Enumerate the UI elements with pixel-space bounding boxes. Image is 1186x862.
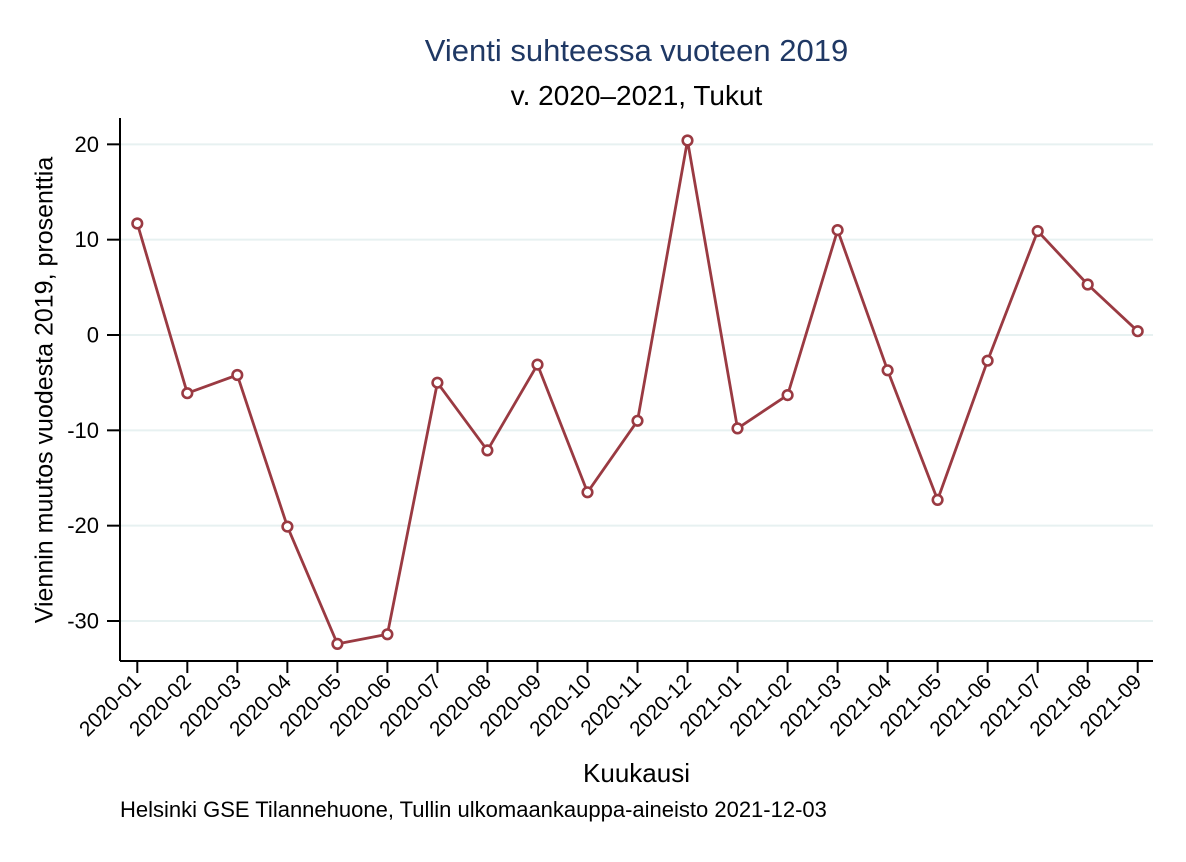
source-caption: Helsinki GSE Tilannehuone, Tullin ulkoma… [120, 797, 827, 822]
data-point-marker [131, 217, 144, 230]
chart-title: Vienti suhteessa vuoteen 2019 [424, 33, 849, 68]
data-point-marker [681, 134, 694, 147]
chart-subtitle: v. 2020–2021, Tukut [510, 80, 763, 111]
data-point-marker [1131, 325, 1144, 338]
y-tick-label: 0 [87, 323, 99, 348]
data-point-marker [481, 444, 494, 457]
data-point-marker [1081, 278, 1094, 291]
y-tick-label: 20 [75, 132, 99, 157]
data-point-marker [931, 493, 944, 507]
y-tick-label: -30 [67, 608, 99, 633]
data-point-marker [831, 224, 844, 237]
y-tick-label: -10 [67, 418, 99, 443]
data-point-marker [381, 628, 394, 641]
data-point-marker [581, 486, 594, 499]
data-point-marker [981, 354, 994, 367]
data-point-marker [781, 389, 794, 402]
data-point-marker [181, 387, 194, 400]
data-point-marker [531, 358, 544, 371]
x-axis-label: Kuukausi [583, 758, 690, 788]
data-point-marker [231, 368, 244, 382]
line-chart-plot: 20100-10-20-302020-012020-022020-032020-… [67, 118, 1153, 741]
y-tick-label: 10 [75, 227, 99, 252]
data-point-marker [331, 637, 344, 651]
data-point-marker [431, 376, 444, 389]
data-point-marker [1031, 225, 1044, 238]
data-point-marker [731, 422, 744, 435]
series-line [135, 139, 1140, 646]
data-point-marker [281, 520, 294, 533]
data-point-marker [881, 364, 894, 377]
data-point-marker [631, 414, 644, 427]
y-tick-label: -20 [67, 513, 99, 538]
